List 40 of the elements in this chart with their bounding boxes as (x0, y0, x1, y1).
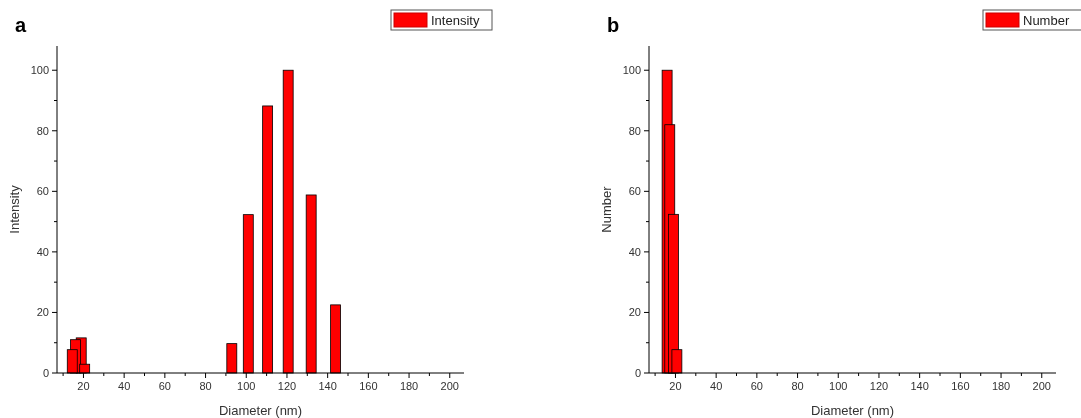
x-tick-label: 40 (118, 380, 131, 392)
x-tick-label: 180 (399, 380, 419, 392)
y-tick-label: 0 (42, 367, 49, 379)
legend-label: Number (1023, 13, 1070, 28)
x-tick-label: 160 (359, 380, 378, 392)
y-tick-label: 40 (628, 245, 641, 258)
x-tick-label: 160 (951, 380, 970, 392)
x-axis-title: Diameter (nm) (218, 403, 303, 418)
chart-title: a (15, 14, 27, 36)
x-tick-label: 80 (791, 380, 804, 392)
y-tick-label: 60 (628, 185, 641, 198)
x-tick-label: 120 (277, 380, 297, 392)
y-tick-label: 60 (36, 185, 49, 198)
y-tick-label: 20 (36, 306, 49, 319)
x-tick-label: 20 (77, 380, 90, 392)
x-tick-label: 200 (440, 380, 459, 392)
y-tick-label: 80 (628, 124, 641, 137)
chart-title: b (607, 14, 620, 36)
x-tick-label: 20 (669, 380, 682, 392)
x-tick-label: 100 (829, 380, 848, 392)
x-axis-title: Diameter (nm) (810, 403, 895, 418)
y-tick-label: 40 (36, 245, 49, 258)
x-tick-label: 100 (237, 380, 256, 392)
y-axis-title: Number (599, 185, 614, 233)
y-tick-label: 100 (622, 64, 641, 77)
x-tick-label: 120 (869, 380, 889, 392)
x-tick-label: 60 (158, 380, 171, 392)
legend-label: Intensity (431, 13, 480, 28)
x-tick-label: 200 (1032, 380, 1051, 392)
x-tick-label: 80 (199, 380, 212, 392)
y-tick-label: 0 (634, 367, 641, 379)
x-tick-label: 180 (991, 380, 1011, 392)
x-tick-label: 60 (750, 380, 763, 392)
y-axis-title: Intensity (7, 184, 22, 234)
x-tick-label: 40 (710, 380, 723, 392)
y-tick-label: 80 (36, 124, 49, 137)
x-tick-label: 140 (910, 380, 929, 392)
y-tick-label: 100 (30, 64, 49, 77)
x-tick-label: 140 (318, 380, 337, 392)
y-tick-label: 20 (628, 306, 641, 319)
